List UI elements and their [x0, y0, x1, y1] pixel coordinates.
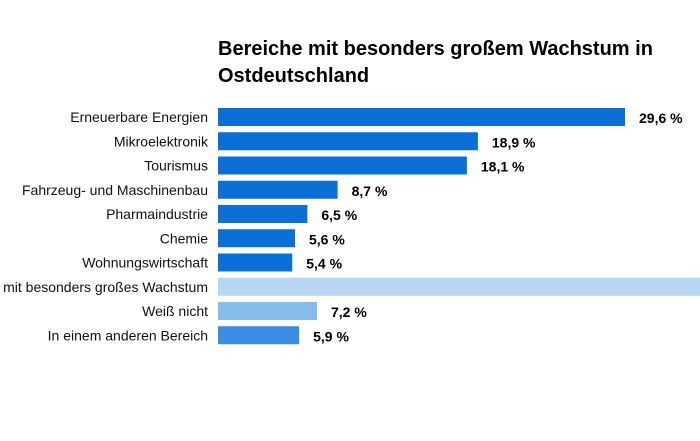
- category-label: Tourismus: [144, 158, 208, 174]
- bar: [218, 108, 625, 126]
- bar: [218, 156, 467, 175]
- chart-title: Bereiche mit besonders großem Wachstum i…: [218, 38, 653, 87]
- value-label: 6,5 %: [321, 207, 357, 223]
- value-label: 29,6 %: [639, 110, 683, 126]
- value-label: 8,7 %: [352, 183, 388, 199]
- category-label: Kein Bereich mit besonders großes Wachst…: [0, 279, 208, 295]
- bar: [218, 229, 295, 248]
- category-label: Chemie: [160, 230, 208, 246]
- category-label: Erneuerbare Energien: [70, 109, 208, 125]
- category-labels-group: Erneuerbare Energien Mikroelektronik Touri…: [0, 109, 209, 343]
- value-labels-group: 29,6 % 18,9 % 18,1 % 8,7 % 6,5 % 5,6 % 5,4 % 7,…: [306, 110, 683, 344]
- category-label: Pharmaindustrie: [106, 206, 208, 222]
- bar: [218, 253, 293, 272]
- value-label: 5,9 %: [313, 328, 349, 344]
- value-label: 5,6 %: [309, 231, 345, 247]
- bars-group: [218, 108, 700, 345]
- value-label: 18,9 %: [492, 134, 536, 150]
- category-label: Wohnungswirtschaft: [82, 255, 208, 271]
- category-label: Fahrzeug- und Maschinenbau: [22, 182, 208, 198]
- bar: [218, 205, 308, 223]
- category-label: In einem anderen Bereich: [48, 327, 208, 343]
- category-label: Mikroelektronik: [114, 133, 209, 149]
- value-label: 18,1 %: [481, 159, 525, 175]
- bar: [218, 277, 700, 296]
- category-label: Weiß nicht: [142, 303, 208, 319]
- value-label: 5,4 %: [306, 256, 342, 272]
- value-label: 7,2 %: [331, 304, 367, 320]
- bar: [218, 180, 338, 199]
- bar: [218, 132, 478, 151]
- bar: [218, 326, 300, 345]
- bar: [218, 302, 317, 320]
